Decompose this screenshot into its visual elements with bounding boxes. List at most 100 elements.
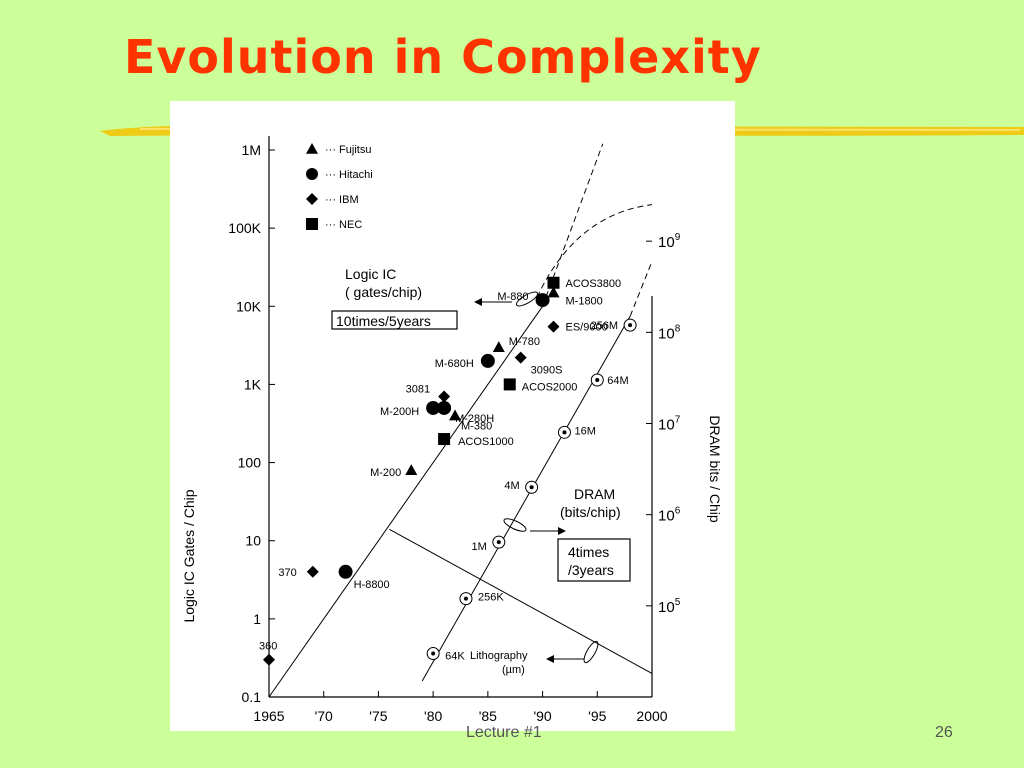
y-right-tick-label: 109	[658, 232, 681, 251]
legend-marker-triangle	[306, 143, 318, 154]
y-right-tick-label: 107	[658, 415, 681, 434]
dram-line-ellipse	[503, 518, 527, 532]
logic-point-label: 3090S	[531, 365, 563, 377]
logic-data-point	[547, 286, 560, 298]
dram-point-label: 64M	[607, 375, 628, 387]
logic-point-label: ACOS2000	[522, 381, 578, 393]
logic-point-label: ES/9000	[566, 322, 608, 334]
logic-rate-label: 10times/5years	[336, 313, 431, 329]
dram-point-label: 256M	[591, 320, 619, 332]
logic-trend-line	[268, 305, 543, 698]
logic-data-point	[306, 565, 319, 578]
logic-data-point	[449, 409, 462, 421]
logic-data-point	[492, 341, 505, 352]
lithography-unit: (µm)	[502, 664, 525, 676]
y-left-tick-label: 10	[245, 533, 261, 549]
dram-data-point-center	[595, 378, 600, 383]
logic-point-label: M-880	[497, 291, 528, 303]
logic-data-point	[437, 400, 452, 415]
dram-data-point-center	[496, 540, 501, 545]
y-left-tick-label: 1K	[244, 376, 262, 392]
legend-label: ··· IBM	[325, 194, 359, 206]
logic-data-point	[547, 276, 560, 289]
dram-data-point-center	[628, 323, 633, 328]
x-tick-label: 1965	[253, 708, 284, 724]
dram-subtitle: (bits/chip)	[560, 504, 621, 520]
logic-point-label: M-380	[461, 421, 492, 433]
dram-title: DRAM	[574, 486, 615, 502]
logic-rate-box	[331, 310, 458, 330]
logic-point-label: ACOS3800	[566, 278, 622, 290]
x-tick-label: '95	[588, 708, 606, 724]
y-left-tick-label: 0.1	[242, 689, 262, 705]
dram-point-label: 256K	[478, 592, 504, 604]
dram-point-label: 16M	[574, 425, 595, 437]
dram-rate-label-1: 4times	[568, 544, 609, 560]
logic-point-label: 370	[278, 567, 296, 579]
logic-point-label: H-8800	[354, 579, 390, 591]
dram-data-point-center	[431, 651, 436, 656]
dram-point-label: 64K	[445, 651, 465, 663]
x-tick-label: '85	[479, 708, 497, 724]
y-left-tick-label: 10K	[236, 298, 262, 314]
dram-rate-label-2: /3years	[568, 562, 614, 578]
logic-point-label: M-1800	[566, 296, 603, 308]
logic-point-label: M-280H	[455, 413, 494, 425]
dram-point-label: 1M	[472, 541, 487, 553]
x-tick-label: '75	[369, 708, 387, 724]
logic-ic-subtitle: ( gates/chip)	[345, 284, 422, 300]
legend-marker-circle	[306, 168, 318, 180]
y-left-tick-label: 1	[253, 611, 261, 627]
chart-figure: 0.1 1 10 100 1K 10K 100K 1M 1965 '70 '75 '80 '85 '90…	[170, 101, 735, 731]
y-left-tick-label: 1M	[242, 142, 261, 158]
logic-trend-extension	[542, 143, 604, 307]
logic-data-point	[480, 353, 495, 368]
logic-data-point	[263, 653, 275, 666]
dram-data-point-center	[562, 430, 567, 435]
dram-data-point-center	[463, 596, 468, 601]
lithography-label: Lithography	[470, 650, 528, 662]
x-tick-label: '70	[315, 708, 333, 724]
y-right-tick-label: 106	[658, 506, 681, 525]
footer-lecture-label: Lecture #1	[466, 724, 542, 741]
logic-line-ellipse	[515, 291, 539, 307]
logic-point-label: ACOS1000	[458, 436, 514, 448]
logic-point-label: M-200H	[380, 406, 419, 418]
logic-point-label: M-680H	[435, 358, 474, 370]
litho-arrow-head	[546, 655, 554, 663]
dram-trend-extension	[629, 261, 653, 317]
legend-label: ··· Hitachi	[325, 169, 373, 181]
logic-data-point	[438, 390, 451, 403]
logic-data-point	[547, 320, 560, 333]
legend-marker-diamond	[306, 193, 318, 205]
x-tick-label: '90	[533, 708, 551, 724]
legend-marker-square	[306, 218, 318, 230]
logic-data-point	[503, 378, 516, 391]
dram-data-point-center	[529, 485, 534, 490]
logic-saturation-curve	[536, 204, 653, 298]
logic-data-point	[438, 433, 451, 446]
y-right-tick-label: 105	[658, 597, 681, 616]
logic-point-label: 360	[259, 641, 277, 653]
y-right-axis-title: DRAM bits / Chip	[707, 415, 723, 523]
logic-data-point	[535, 293, 550, 308]
logic-point-label: M-780	[509, 336, 540, 348]
logic-data-point	[405, 464, 418, 475]
y-left-axis-title: Logic IC Gates / Chip	[181, 489, 197, 622]
dram-rate-box	[557, 538, 631, 582]
y-left-tick-label: 100K	[228, 220, 261, 236]
slide-title: Evolution in Complexity	[124, 30, 762, 84]
page-number: 26	[935, 724, 953, 741]
logic-arrow-head	[474, 298, 482, 306]
legend-label: ··· Fujitsu	[325, 144, 371, 156]
dram-arrow-head	[558, 527, 566, 535]
logic-data-point	[338, 564, 353, 579]
dram-point-label: 4M	[504, 480, 519, 492]
logic-point-label: M-200	[370, 467, 401, 479]
lithography-trend-line	[389, 528, 653, 674]
chart-svg: 0.1 1 10 100 1K 10K 100K 1M 1965 '70 '75 '80 '85 '90…	[181, 136, 723, 724]
logic-ic-title: Logic IC	[345, 266, 396, 282]
x-tick-label: '80	[424, 708, 442, 724]
y-right-tick-label: 108	[658, 323, 681, 342]
logic-data-point	[426, 400, 441, 415]
